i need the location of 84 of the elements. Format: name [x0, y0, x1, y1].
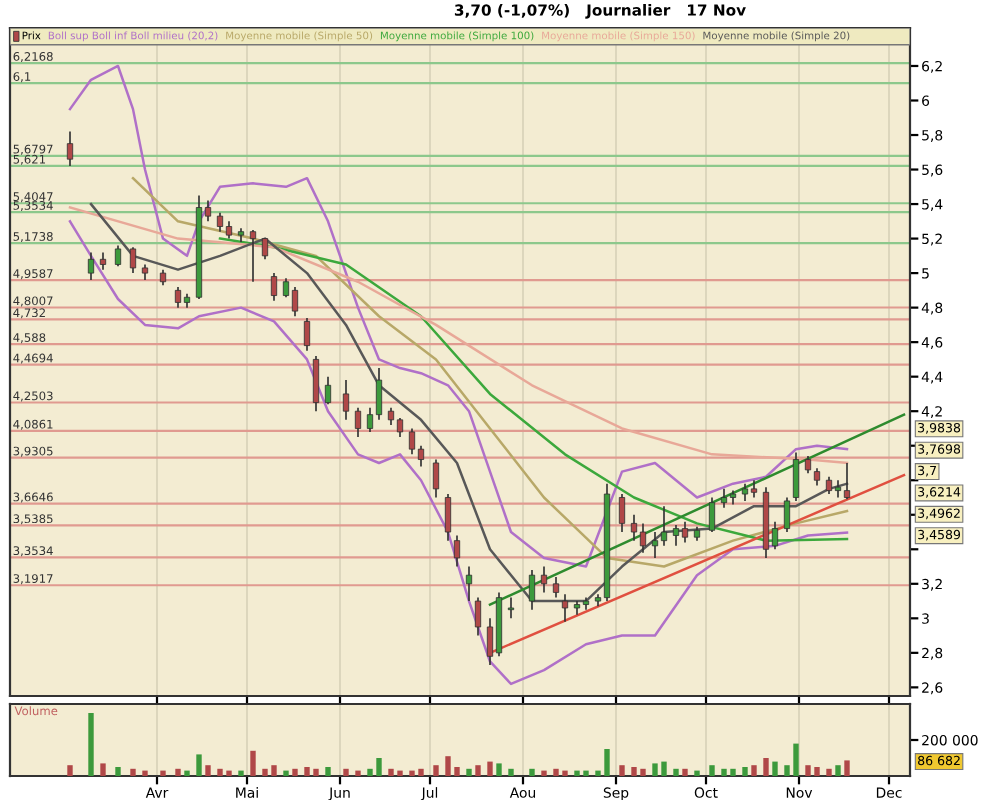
candlestick [408, 427, 416, 456]
bar [682, 768, 688, 776]
candlestick [66, 130, 74, 167]
candlestick [630, 513, 638, 542]
candlestick [561, 593, 569, 623]
candlestick [720, 488, 728, 509]
bar [433, 765, 439, 776]
candlestick [129, 246, 137, 274]
candlestick [354, 406, 362, 438]
candlestick [792, 451, 800, 502]
candlestick [708, 496, 716, 533]
candlestick [291, 286, 299, 318]
bar [466, 768, 472, 776]
candlestick [375, 367, 383, 421]
bar [835, 765, 841, 776]
bar [355, 770, 361, 776]
bar [142, 770, 148, 776]
line-series [218, 237, 849, 542]
bar [742, 767, 748, 776]
bar [205, 765, 211, 776]
candlestick [270, 272, 278, 302]
bar [673, 768, 679, 776]
bar [751, 765, 757, 776]
candlestick [249, 229, 257, 283]
candlestick [528, 569, 536, 611]
bar [496, 763, 502, 776]
candlestick [324, 375, 332, 406]
candlestick [465, 565, 473, 602]
bar [88, 713, 94, 776]
candlestick [783, 496, 791, 533]
candlestick [261, 237, 269, 261]
bar [115, 767, 121, 776]
line-series [89, 202, 849, 603]
bar [844, 760, 850, 776]
bar [184, 770, 190, 776]
bar [100, 763, 106, 776]
candlestick [87, 251, 95, 281]
candlestick [444, 493, 452, 542]
candlestick [432, 458, 440, 499]
bar [175, 768, 181, 776]
bar [343, 768, 349, 776]
candlestick [216, 211, 224, 233]
candlestick [312, 355, 320, 413]
candlestick [174, 286, 182, 309]
candlestick [474, 596, 482, 637]
candlestick [552, 576, 560, 599]
bar [772, 761, 778, 776]
candlestick [843, 462, 851, 501]
bar [763, 758, 769, 776]
bar [826, 768, 832, 776]
candlestick [303, 317, 311, 352]
bar [694, 770, 700, 776]
line-series [68, 206, 849, 465]
line-series [68, 64, 849, 568]
bar [67, 765, 73, 776]
candlestick [453, 534, 461, 568]
bar [292, 768, 298, 776]
bar [487, 761, 493, 776]
bar [619, 765, 625, 776]
bar [325, 767, 331, 776]
bar [709, 765, 715, 776]
candlestick [342, 379, 350, 421]
bar [541, 770, 547, 776]
bar [529, 768, 535, 776]
bar [250, 750, 256, 776]
candlestick [507, 596, 515, 620]
bar [130, 768, 136, 776]
candlestick [660, 505, 668, 547]
candlestick [618, 493, 626, 533]
candlestick [672, 524, 680, 547]
candlestick [651, 531, 659, 559]
bar [508, 768, 514, 776]
bar [238, 770, 244, 776]
candlestick [681, 520, 689, 544]
bar [196, 754, 202, 776]
candlestick [540, 565, 548, 594]
line-series [68, 220, 849, 686]
candlestick [396, 417, 404, 438]
line-series [131, 176, 849, 568]
candlestick [114, 244, 122, 268]
candlestick [639, 522, 647, 554]
bar [160, 770, 166, 776]
bar [283, 770, 289, 776]
bar [475, 765, 481, 776]
